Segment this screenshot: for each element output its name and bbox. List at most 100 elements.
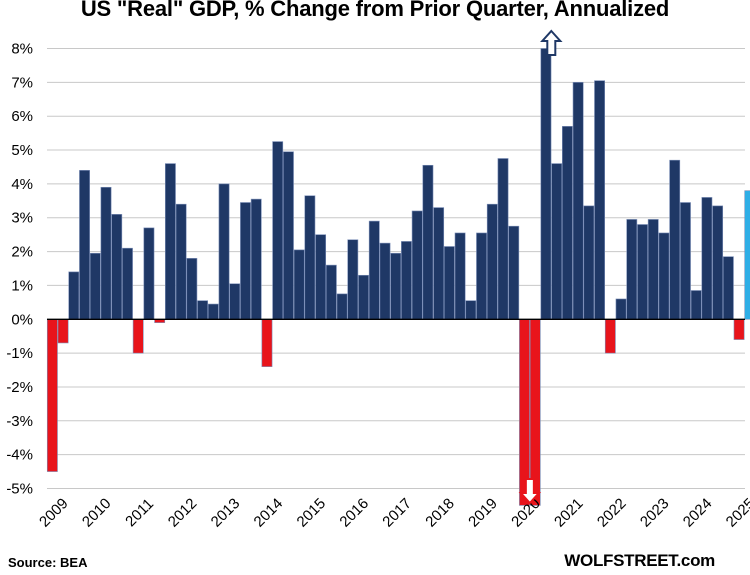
- x-tick-label-2011: 2011: [122, 495, 157, 530]
- bar-quarter-23: [293, 249, 305, 320]
- bar-quarter-36: [433, 207, 445, 320]
- bar-quarter-5: [100, 186, 112, 320]
- bar-quarter-8: [132, 318, 144, 354]
- bar-quarter-20: [261, 318, 273, 367]
- bar-quarter-48: [562, 126, 573, 320]
- bar-quarter-63: [722, 256, 734, 320]
- bar-quarter-30: [368, 220, 380, 320]
- x-axis-tick-labels: 2009 2010 2011 2012 2013 2014 2015 2016 2017 2018…: [36, 495, 750, 531]
- y-tick-label: 0%: [11, 311, 33, 328]
- bar-quarter-62: [712, 205, 724, 320]
- bar-quarter-18: [240, 202, 251, 320]
- y-tick-label: -1%: [6, 345, 33, 362]
- bar-quarter-39: [465, 300, 477, 320]
- x-tick-label-2019: 2019: [465, 495, 501, 531]
- bar-quarter-57: [658, 232, 670, 320]
- y-axis-tick-labels: 8% 7% 6% 5% 4% 3% 2% 1% 0% -1% -2% -3% -4% -5%: [6, 41, 33, 498]
- bar-quarter-33: [401, 241, 412, 320]
- bar-quarter-41: [486, 203, 498, 320]
- bar-quarter-34: [411, 210, 423, 320]
- bar-quarter-46: [540, 48, 552, 320]
- bar-quarter-65: [744, 190, 750, 320]
- bar-quarter-32: [390, 252, 402, 320]
- y-tick-label: 7%: [11, 74, 33, 91]
- bar-quarter-12: [175, 203, 187, 320]
- overflow-down-arrow: [518, 478, 542, 505]
- bar-quarter-43: [508, 225, 520, 320]
- bar-quarter-59: [680, 202, 691, 320]
- bar-quarter-22: [283, 151, 294, 320]
- bar-quarter-16: [218, 183, 230, 320]
- bar-quarter-53: [615, 298, 627, 320]
- bar-quarter-26: [325, 264, 337, 320]
- bar-quarter-58: [669, 159, 681, 320]
- bar-quarter-61: [701, 197, 713, 320]
- wolfstreet-watermark: WOLFSTREET.com: [564, 551, 715, 570]
- bar-quarter-56: [647, 219, 659, 320]
- bar-quarter-42: [497, 158, 509, 320]
- y-tick-label: 4%: [11, 176, 33, 193]
- bar-quarter-15: [207, 303, 219, 320]
- bar-quarter-9: [143, 227, 155, 320]
- bar-quarter-17: [229, 283, 241, 320]
- bar-quarter-6: [111, 214, 123, 320]
- bar-quarter-37: [443, 246, 455, 320]
- bar-quarter-49: [572, 82, 584, 320]
- bar-quarter-21: [272, 141, 284, 320]
- bar-quarter-60: [690, 290, 702, 320]
- y-tick-label: 3%: [11, 210, 33, 227]
- y-tick-label: 2%: [11, 244, 33, 261]
- x-tick-label-2014: 2014: [251, 495, 287, 531]
- overflow-up-arrow: [540, 29, 563, 56]
- y-tick-label: 6%: [11, 108, 33, 125]
- bar-quarter-55: [637, 224, 648, 320]
- bar-quarter-11: [164, 163, 176, 320]
- chart-title: US "Real" GDP, % Change from Prior Quart…: [80, 0, 670, 21]
- bar-quarter-24: [304, 195, 316, 320]
- grid-lines: [47, 48, 745, 489]
- bar-quarter-40: [476, 232, 487, 320]
- x-tick-label-2015: 2015: [294, 495, 330, 531]
- bars: [46, 48, 750, 506]
- y-tick-label: 5%: [11, 142, 33, 159]
- bar-quarter-31: [379, 242, 391, 320]
- bar-quarter-27: [336, 293, 348, 320]
- bar-quarter-13: [186, 258, 198, 320]
- y-tick-label: -3%: [6, 413, 33, 430]
- bar-quarter-45: [529, 318, 541, 506]
- bar-quarter-50: [583, 205, 595, 320]
- x-tick-label-2010: 2010: [79, 495, 115, 531]
- bar-quarter-3: [79, 170, 90, 320]
- x-tick-label-2021: 2021: [551, 495, 587, 531]
- bar-quarter-38: [454, 232, 466, 320]
- x-tick-label-2012: 2012: [165, 495, 201, 531]
- y-tick-label: 8%: [11, 41, 33, 58]
- bar-quarter-29: [358, 274, 369, 320]
- bar-quarter-51: [594, 80, 605, 320]
- bar-quarter-0: [46, 318, 58, 472]
- x-tick-label-2022: 2022: [594, 495, 630, 531]
- y-tick-label: -2%: [6, 379, 33, 396]
- bar-quarter-64: [733, 318, 745, 340]
- bar-quarter-19: [250, 198, 262, 320]
- bar-quarter-25: [315, 234, 327, 320]
- bar-quarter-47: [551, 163, 563, 320]
- x-tick-label-2009: 2009: [36, 495, 72, 531]
- x-tick-label-2023: 2023: [637, 495, 673, 531]
- bar-quarter-44: [519, 318, 530, 506]
- overflow-markers: [518, 29, 563, 505]
- x-tick-label-2018: 2018: [422, 495, 458, 531]
- y-tick-label: -4%: [6, 447, 33, 464]
- bar-quarter-54: [626, 219, 638, 320]
- bar-quarter-2: [68, 271, 80, 320]
- bar-quarter-1: [57, 318, 69, 344]
- bar-quarter-14: [197, 300, 208, 320]
- x-tick-label-2024: 2024: [680, 495, 716, 531]
- bar-quarter-35: [422, 164, 434, 320]
- bar-quarter-52: [604, 318, 616, 354]
- x-tick-label-2013: 2013: [208, 495, 244, 531]
- x-tick-label-2017: 2017: [379, 495, 415, 531]
- source-note: Source: BEA: [8, 555, 88, 570]
- y-tick-label: 1%: [11, 277, 33, 294]
